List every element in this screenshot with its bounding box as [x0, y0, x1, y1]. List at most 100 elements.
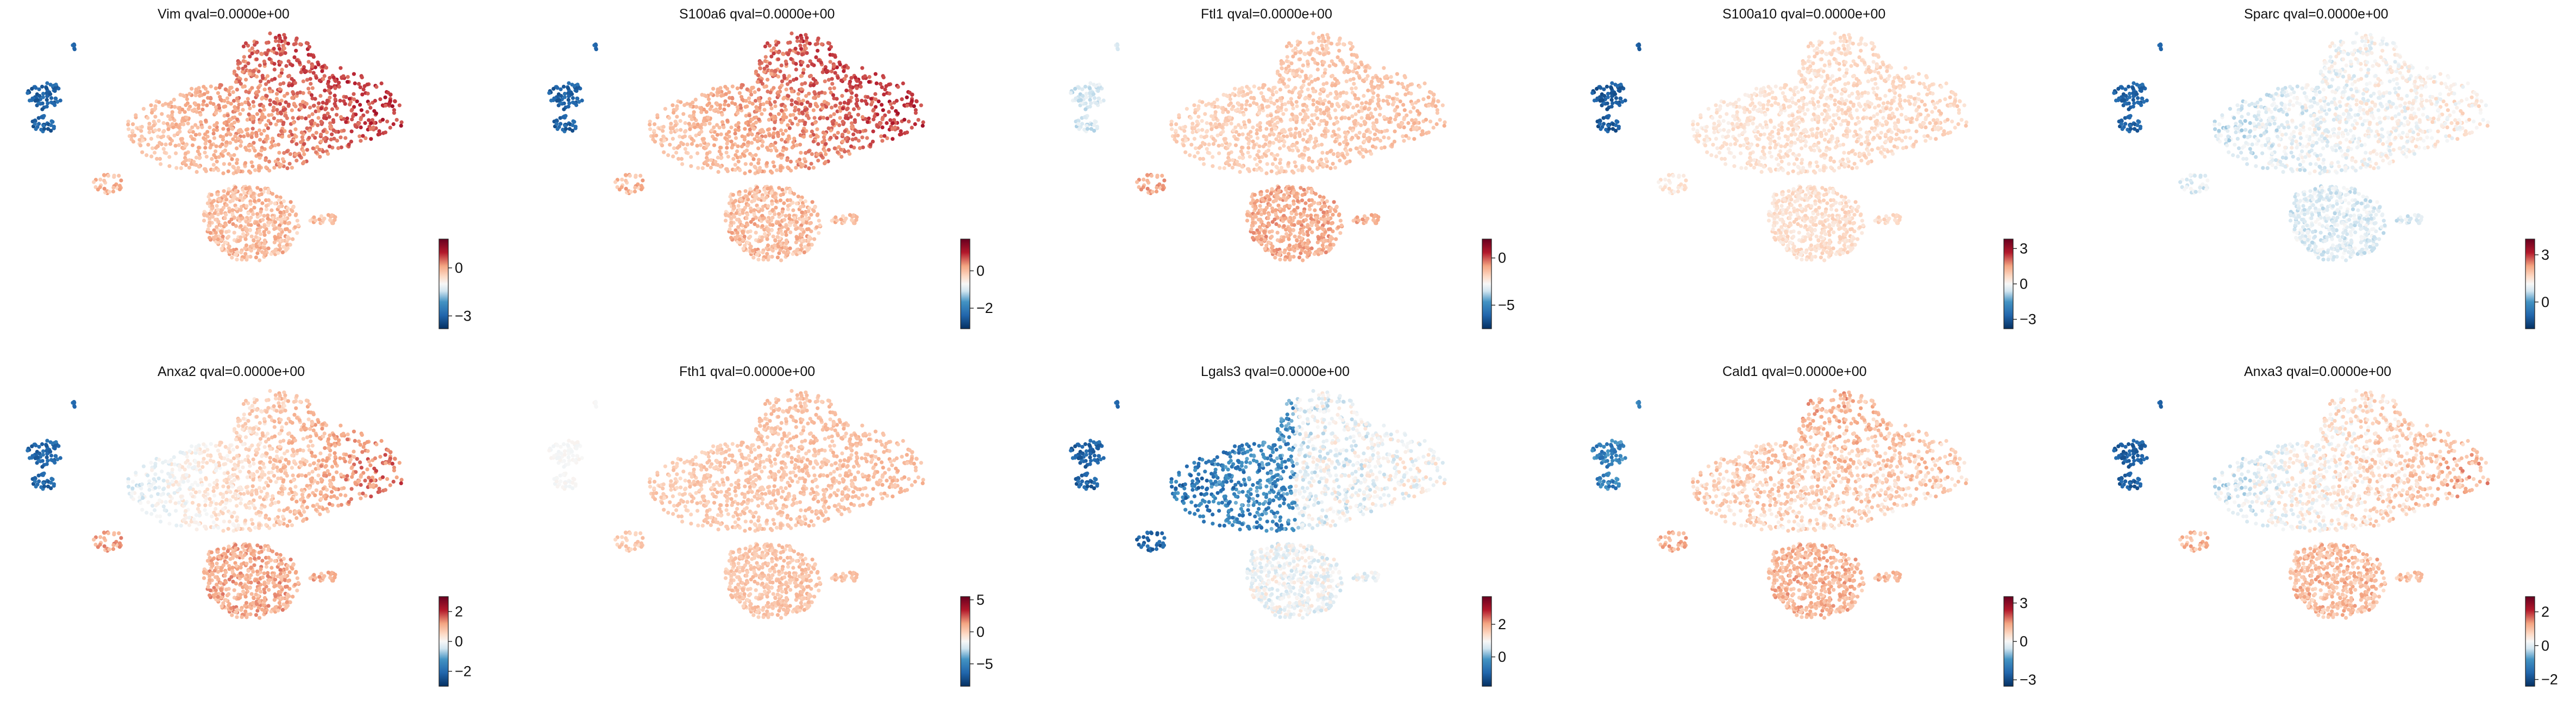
cell-point: [729, 125, 734, 130]
cell-point: [1237, 155, 1242, 160]
cell-point: [268, 102, 272, 106]
cell-point: [739, 144, 744, 149]
cell-point: [188, 128, 192, 133]
cell-point: [54, 96, 58, 101]
cell-point: [266, 79, 271, 84]
cell-point: [268, 145, 273, 150]
cell-point: [208, 221, 212, 225]
cell-point: [1272, 117, 1276, 122]
cell-point: [733, 162, 737, 167]
cell-point: [1211, 136, 1215, 141]
cell-point: [567, 94, 571, 98]
cell-point: [1330, 134, 1334, 139]
cell-point: [773, 100, 777, 104]
cell-point: [339, 135, 343, 140]
cell-point: [815, 127, 819, 131]
cell-point: [1410, 102, 1414, 106]
cell-point: [192, 160, 196, 164]
cell-point: [321, 218, 325, 222]
cell-point: [594, 43, 598, 47]
cell-point: [1190, 130, 1195, 135]
cell-point: [223, 216, 227, 221]
cell-point: [696, 166, 700, 170]
cell-point: [731, 214, 736, 218]
cell-point: [243, 64, 248, 68]
cell-point: [743, 189, 748, 193]
cell-point: [798, 119, 802, 123]
cell-point: [1142, 177, 1146, 182]
cell-point: [221, 127, 225, 131]
cell-point: [131, 140, 136, 144]
cell-point: [209, 193, 214, 197]
cell-point: [1388, 80, 1393, 84]
cell-point: [846, 66, 850, 70]
cell-point: [758, 239, 762, 243]
cell-point: [42, 127, 47, 131]
cell-point: [285, 166, 290, 171]
cell-point: [788, 230, 793, 235]
cell-point: [831, 93, 836, 97]
cell-point: [1211, 155, 1215, 159]
cell-point: [48, 92, 53, 96]
cell-point: [1199, 134, 1204, 139]
cell-point: [295, 231, 299, 235]
cell-point: [186, 107, 191, 111]
cell-point: [267, 221, 272, 225]
cell-point: [102, 173, 106, 177]
cell-point: [247, 143, 251, 148]
cell-point: [910, 126, 914, 130]
cell-point: [830, 105, 834, 110]
cell-point: [1184, 106, 1189, 111]
cell-point: [1282, 140, 1287, 144]
cell-point: [784, 241, 788, 246]
cell-point: [1225, 122, 1229, 127]
cell-point: [102, 178, 106, 183]
cell-point: [678, 119, 682, 123]
cell-point: [806, 242, 811, 247]
cell-point: [272, 105, 276, 110]
cell-point: [848, 79, 853, 84]
cell-point: [33, 122, 37, 126]
cell-point: [327, 84, 331, 89]
cell-point: [773, 195, 778, 199]
cell-point: [293, 152, 298, 156]
cell-point: [798, 226, 803, 230]
cell-point: [239, 250, 243, 255]
cell-point: [1290, 102, 1295, 107]
cell-point: [1395, 97, 1400, 102]
cell-point: [168, 117, 172, 122]
cell-point: [256, 248, 261, 253]
cell-point: [1317, 35, 1321, 40]
cell-point: [661, 134, 666, 139]
cell-point: [184, 151, 188, 155]
cell-point: [321, 101, 325, 105]
cell-point: [1325, 121, 1329, 125]
cell-point: [262, 87, 267, 92]
cell-point: [196, 126, 200, 130]
cell-point: [258, 79, 263, 84]
cell-point: [681, 112, 686, 116]
cell-point: [770, 248, 775, 253]
cell-point: [675, 146, 680, 150]
cell-point: [1351, 69, 1356, 73]
cell-point: [1088, 104, 1092, 109]
cell-point: [208, 125, 212, 130]
cell-point: [692, 122, 696, 126]
cell-point: [270, 192, 275, 196]
cell-point: [567, 101, 572, 105]
cell-point: [329, 137, 333, 142]
cell-point: [1375, 76, 1379, 80]
cell-point: [245, 148, 249, 152]
cell-point: [1370, 115, 1375, 119]
cell-point: [681, 135, 685, 140]
cell-point: [1364, 65, 1368, 69]
umap-panel: S100a6 qval=0.0000e+00−20: [547, 7, 993, 329]
cell-point: [256, 198, 261, 203]
cell-point: [298, 103, 303, 107]
cell-point: [779, 108, 784, 113]
cell-point: [377, 129, 381, 133]
cell-point: [800, 74, 804, 78]
cell-point: [203, 151, 207, 155]
cell-point: [247, 112, 251, 117]
cell-point: [1150, 190, 1155, 194]
